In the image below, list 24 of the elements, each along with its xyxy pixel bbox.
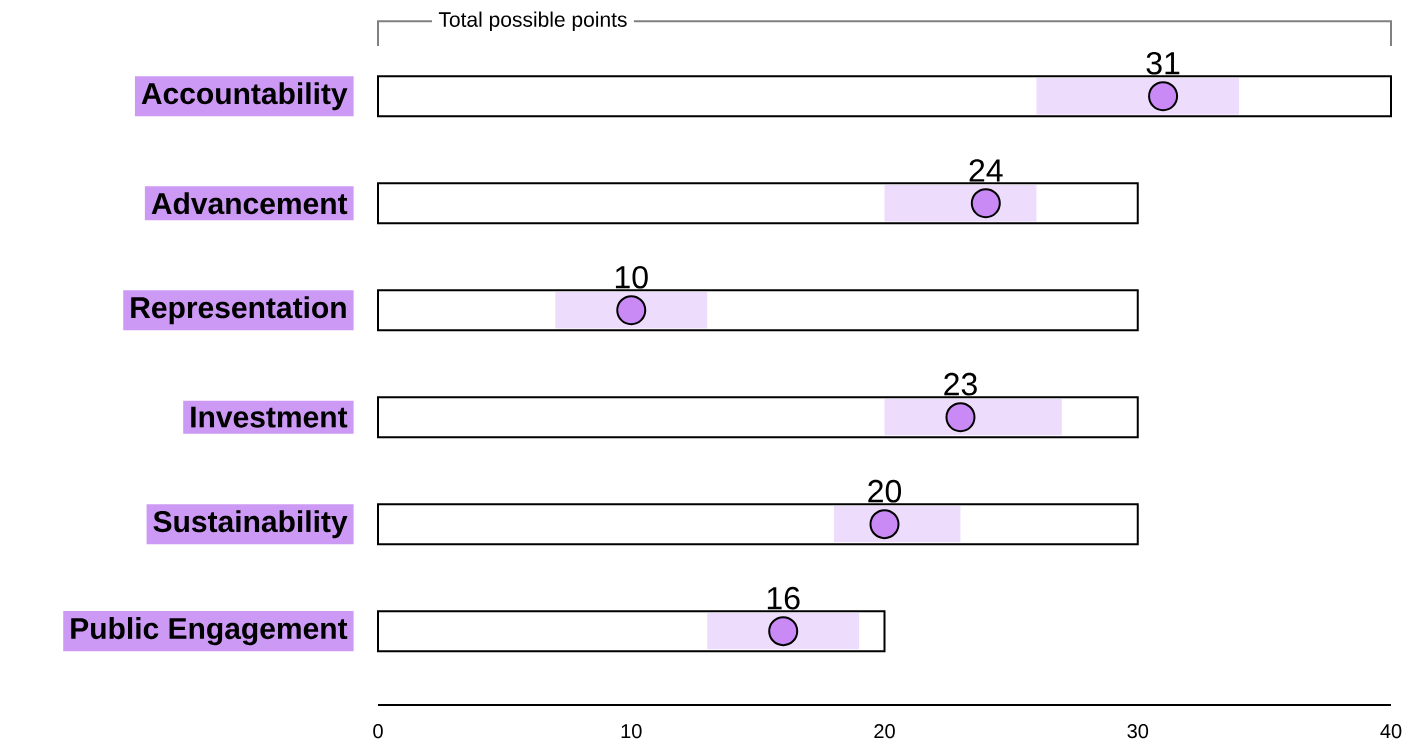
point [945, 402, 976, 433]
point [768, 616, 799, 647]
y-tick-label: Sustainability [153, 510, 348, 539]
data-label: 24 [969, 159, 1003, 182]
data-label: 23 [944, 372, 977, 396]
data-label: 16 [767, 586, 800, 610]
data-label: 31 [1146, 51, 1180, 75]
y-tick-label: Representation [131, 296, 346, 325]
x-tick-label: 40 [1380, 724, 1402, 739]
point [1148, 81, 1179, 112]
data-label: 20 [868, 479, 902, 503]
data-label: 10 [615, 265, 648, 289]
x-tick-label: 20 [874, 724, 895, 739]
text: Total possible points [438, 11, 627, 32]
x-tick-label: 30 [1127, 724, 1149, 739]
y-tick-label: Advancement [151, 192, 348, 215]
x-tick-label: 10 [621, 724, 642, 739]
x-tick-label: 0 [373, 724, 383, 739]
y-tick-label: Investment [191, 406, 348, 428]
point [616, 295, 647, 326]
point [970, 188, 1001, 219]
point [869, 509, 900, 540]
y-tick-label: Public Engagement [71, 617, 348, 646]
y-tick-label: Accountability [141, 82, 348, 111]
